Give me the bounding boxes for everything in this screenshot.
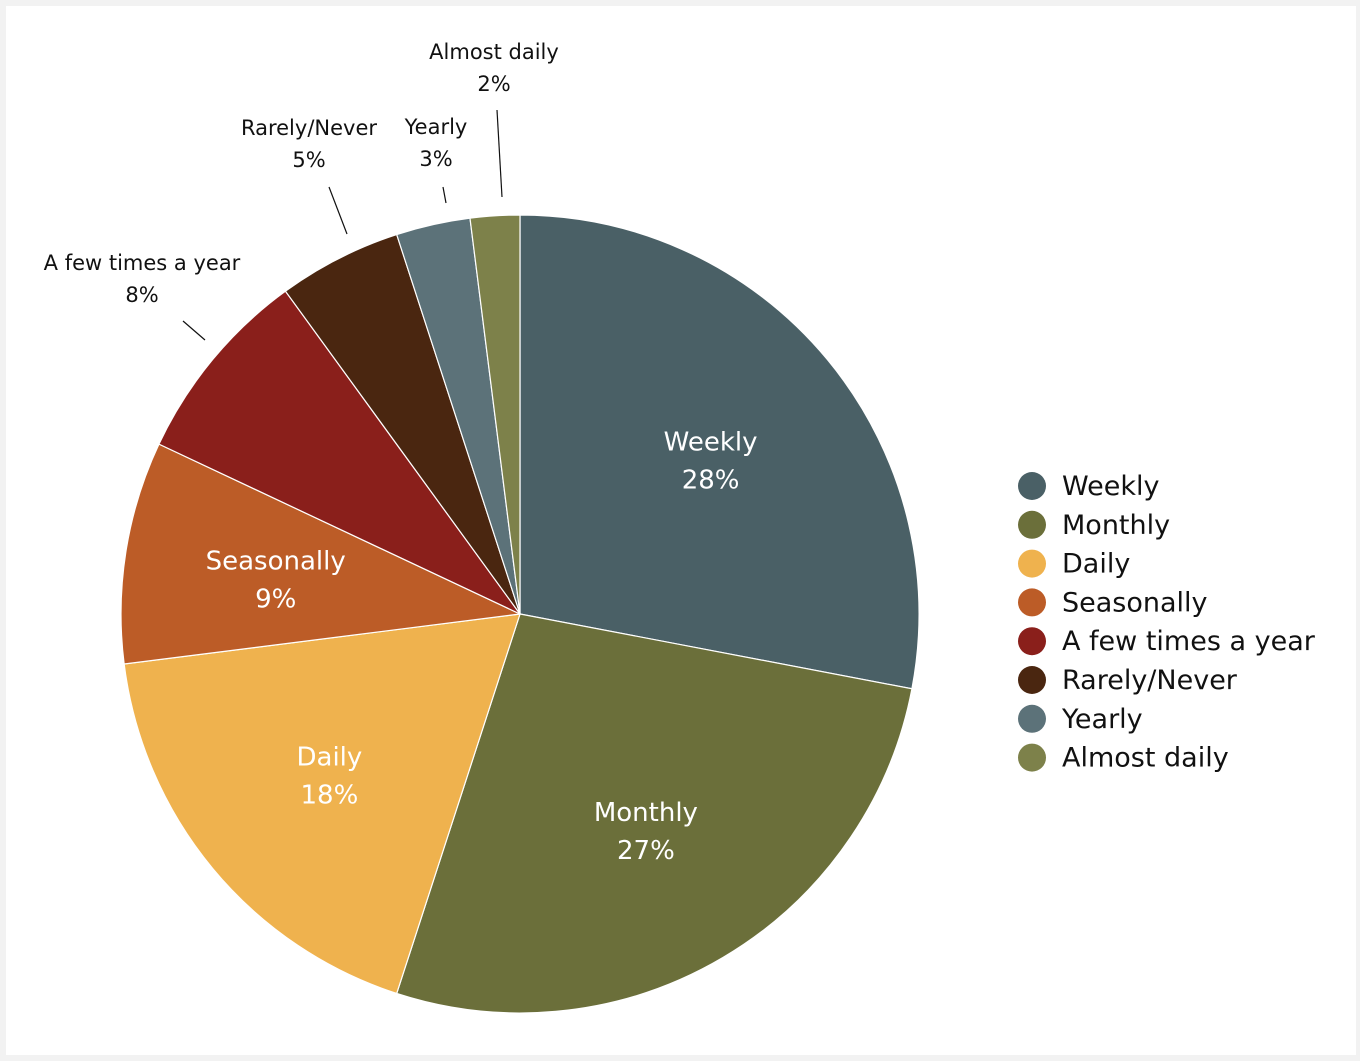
- legend-label-a-few-times-a-year: A few times a year: [1062, 626, 1316, 657]
- leader-line-yearly: [442, 186, 447, 204]
- legend-label-monthly: Monthly: [1062, 510, 1170, 541]
- pie-slices: [120, 214, 920, 1014]
- legend-item-rarely-never: Rarely/Never: [1018, 665, 1238, 696]
- slice-label-monthly: Monthly: [594, 798, 698, 828]
- leader-line-almost-daily: [496, 109, 503, 198]
- legend-swatch-rarely-never: [1018, 666, 1046, 694]
- legend-swatch-a-few-times-a-year: [1018, 627, 1046, 656]
- legend-label-weekly: Weekly: [1062, 471, 1159, 502]
- legend-swatch-weekly: [1018, 472, 1046, 500]
- legend-item-daily: Daily: [1018, 549, 1130, 580]
- legend-item-almost-daily: Almost daily: [1018, 743, 1229, 774]
- slice-label-weekly: Weekly: [664, 427, 758, 457]
- slice-value-yearly: 3%: [419, 147, 452, 171]
- leader-lines: [182, 109, 503, 341]
- legend: Weekly Monthly Daily Seasonally A few times …: [1018, 471, 1316, 774]
- legend-swatch-yearly: [1018, 704, 1046, 733]
- legend-swatch-seasonally: [1018, 588, 1046, 617]
- pie-slice-weekly: [519, 214, 920, 690]
- slice-value-daily: 18%: [301, 781, 359, 811]
- legend-item-monthly: Monthly: [1018, 510, 1170, 541]
- legend-label-daily: Daily: [1062, 549, 1130, 580]
- legend-label-rarely-never: Rarely/Never: [1062, 665, 1238, 696]
- legend-item-yearly: Yearly: [1018, 704, 1143, 735]
- legend-label-almost-daily: Almost daily: [1062, 743, 1229, 774]
- legend-label-yearly: Yearly: [1061, 704, 1143, 735]
- legend-item-seasonally: Seasonally: [1018, 587, 1208, 618]
- pie-slice-monthly: [395, 613, 913, 1014]
- legend-swatch-monthly: [1018, 510, 1046, 539]
- pie-slice-daily: [123, 613, 521, 995]
- leader-line-rarely-never: [328, 186, 348, 235]
- slice-label-a-few-times-a-year: A few times a year: [44, 251, 241, 275]
- pie-slice-a-few-times-a-year: [158, 290, 521, 615]
- pie-slice-seasonally: [120, 443, 523, 665]
- slice-label-almost-daily: Almost daily: [429, 40, 559, 64]
- slice-value-a-few-times-a-year: 8%: [125, 283, 158, 307]
- leader-line-a-few-times-a-year: [182, 320, 206, 341]
- slice-value-weekly: 28%: [682, 465, 740, 495]
- slice-labels: Weekly 28% Monthly 27% Daily 18% Seasonally 9% A…: [44, 40, 758, 866]
- slice-label-daily: Daily: [297, 743, 363, 773]
- slice-label-rarely-never: Rarely/Never: [241, 116, 377, 140]
- legend-item-weekly: Weekly: [1018, 471, 1159, 502]
- pie-slice-almost-daily: [469, 214, 521, 615]
- slice-value-rarely-never: 5%: [292, 148, 325, 172]
- slice-value-monthly: 27%: [617, 836, 675, 866]
- legend-swatch-almost-daily: [1018, 743, 1046, 772]
- legend-label-seasonally: Seasonally: [1062, 587, 1208, 618]
- slice-label-yearly: Yearly: [404, 115, 468, 139]
- slice-label-seasonally: Seasonally: [206, 546, 346, 576]
- slice-value-seasonally: 9%: [255, 584, 296, 614]
- slice-value-almost-daily: 2%: [477, 72, 510, 96]
- legend-item-a-few-times-a-year: A few times a year: [1018, 626, 1316, 657]
- legend-swatch-daily: [1018, 549, 1046, 578]
